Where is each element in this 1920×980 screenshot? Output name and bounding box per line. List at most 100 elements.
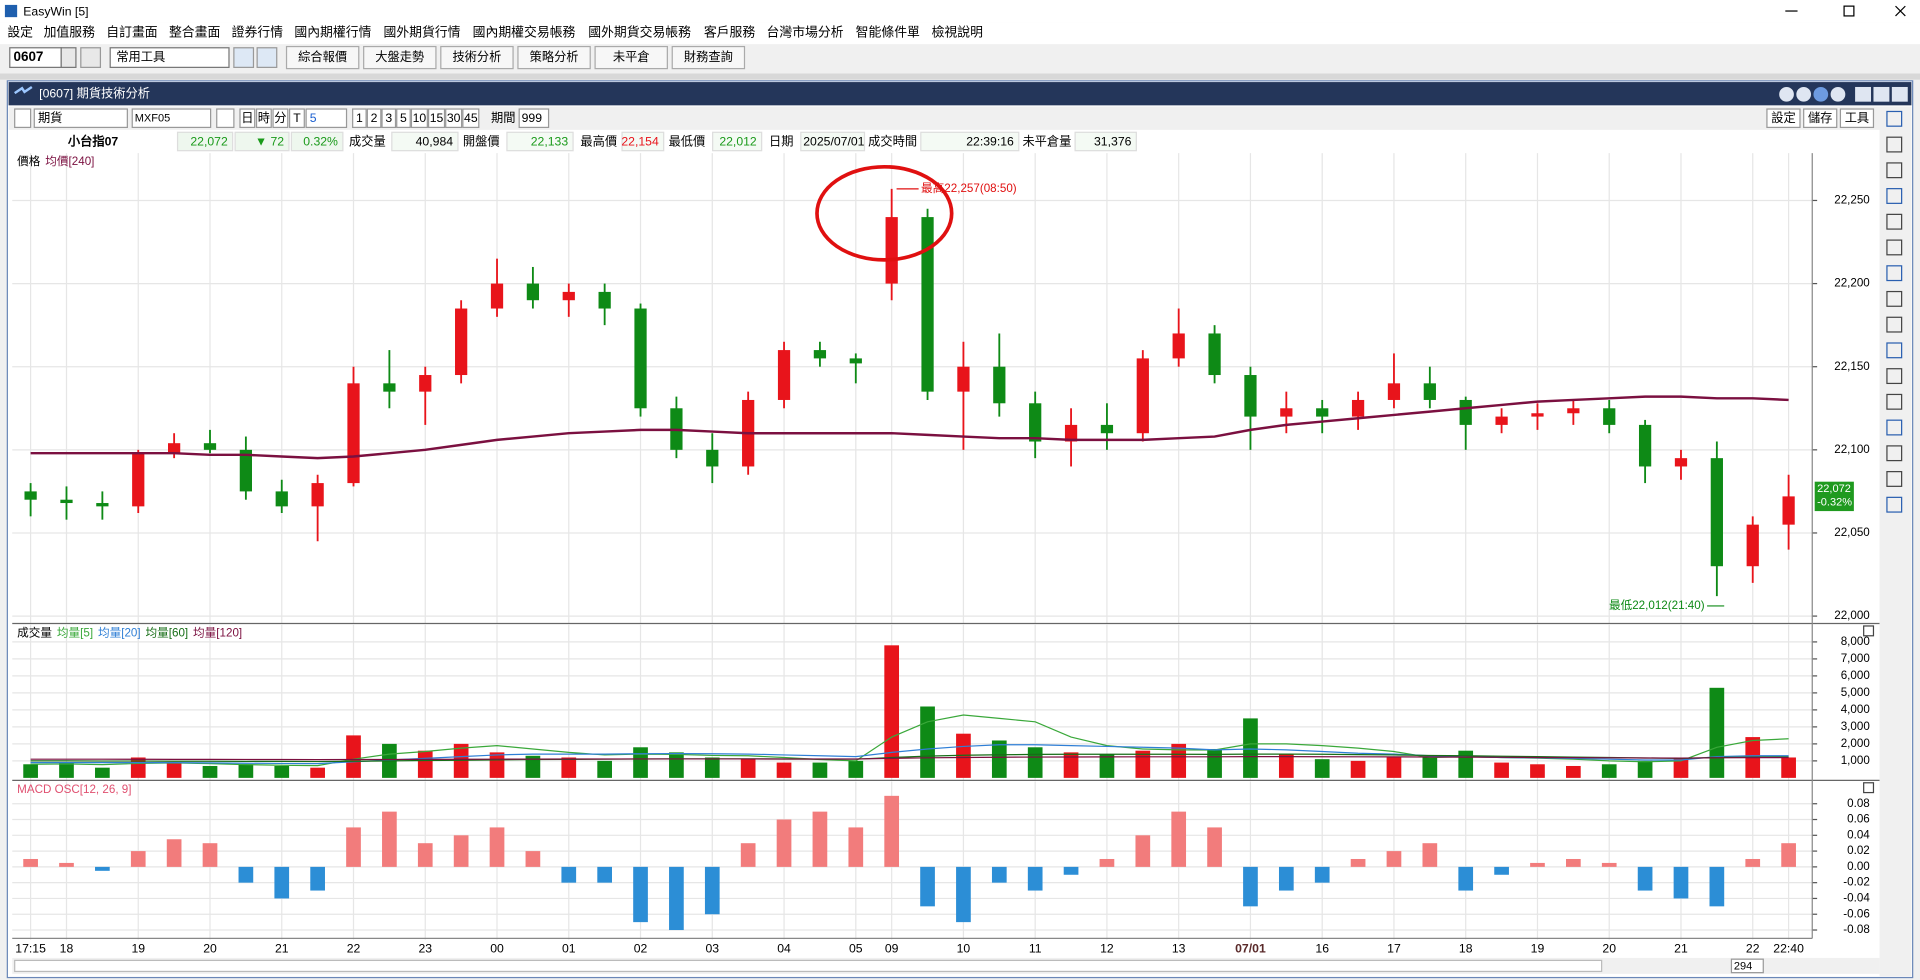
scroll-track[interactable] (14, 959, 1603, 973)
menu-item[interactable]: 台灣市場分析 (767, 24, 844, 39)
icon-button[interactable] (256, 47, 278, 68)
icon-button[interactable] (233, 47, 255, 68)
close-button[interactable] (1891, 86, 1908, 102)
restore-button[interactable] (1843, 5, 1855, 17)
menu-item[interactable]: 設定 (7, 24, 33, 39)
play-button[interactable] (14, 108, 32, 129)
bar (1099, 754, 1115, 778)
bar (1063, 752, 1079, 778)
chart-tool-button[interactable] (1766, 108, 1801, 129)
zoom-box[interactable] (1730, 958, 1764, 974)
drawing-tool[interactable] (1886, 239, 1903, 256)
panel-close[interactable] (1863, 625, 1875, 637)
drawing-tool[interactable] (1886, 471, 1903, 487)
drawing-tool[interactable] (1886, 368, 1903, 385)
range-button[interactable] (427, 108, 446, 129)
product-select[interactable] (33, 108, 128, 129)
menu-item[interactable]: 國內期權交易帳務 (473, 24, 576, 39)
chart-tool-button[interactable] (1839, 108, 1875, 129)
toolbar-button[interactable] (285, 45, 360, 70)
toolbar-button[interactable] (440, 45, 514, 70)
minimize-button[interactable] (1855, 86, 1872, 102)
toolbar-button-label: 綜合報價 (298, 49, 347, 64)
menu-item[interactable]: 國內期權行情 (294, 24, 371, 39)
drawing-tool[interactable] (1886, 496, 1903, 513)
candle-body (1316, 408, 1329, 417)
period-select[interactable] (305, 108, 348, 129)
zoom-value: 294 (1734, 960, 1752, 972)
dropdown-button[interactable] (60, 47, 77, 68)
bar (776, 819, 792, 867)
window-title: EasyWin [5] (23, 4, 88, 18)
menu-item[interactable]: 客戶服務 (704, 24, 756, 39)
menu-item[interactable]: 證券行情 (232, 24, 284, 39)
period-button[interactable] (288, 108, 305, 129)
bar (1207, 827, 1222, 867)
toolbar-button[interactable] (517, 45, 591, 70)
search-button[interactable] (216, 108, 235, 129)
drawing-tool[interactable] (1886, 445, 1903, 462)
x-tick-label: 18 (1459, 942, 1473, 956)
bar (1422, 755, 1438, 778)
bar (59, 862, 74, 867)
period-button[interactable] (272, 108, 289, 129)
bar (166, 839, 182, 867)
drawing-tool[interactable] (1886, 342, 1903, 359)
x-tick-label: 18 (60, 942, 74, 956)
panel-close[interactable] (1863, 782, 1875, 794)
drawing-tool[interactable] (1886, 188, 1903, 204)
range-button[interactable] (366, 108, 382, 129)
control-button[interactable] (1830, 86, 1846, 102)
bar (1601, 764, 1617, 778)
drawing-tool[interactable] (1886, 110, 1903, 127)
toolbar-button[interactable] (671, 45, 746, 70)
quote-field-label: 最高價 (580, 133, 617, 148)
x-tick-label: 13 (1172, 942, 1186, 956)
range-button[interactable] (381, 108, 397, 129)
symbol-select[interactable] (131, 108, 212, 129)
drawing-tool[interactable] (1886, 393, 1903, 410)
toolbar-button[interactable] (363, 45, 437, 70)
bar (1314, 759, 1330, 778)
close-button[interactable] (1895, 5, 1906, 17)
menu-item[interactable]: 國外期貨行情 (384, 24, 461, 39)
range-button[interactable] (396, 108, 411, 129)
restore-button[interactable] (1873, 86, 1890, 102)
drawing-tool[interactable] (1886, 316, 1903, 333)
chart-tool-button[interactable] (1803, 108, 1838, 129)
period-label: 期間 (491, 111, 515, 125)
menu-item[interactable]: 檢視說明 (932, 24, 983, 39)
bar (1027, 747, 1043, 778)
period-input[interactable] (518, 108, 550, 129)
control-button[interactable] (1796, 86, 1812, 102)
menu-item[interactable]: 加值服務 (44, 24, 96, 39)
title-bar (0, 0, 1920, 23)
drawing-tool[interactable] (1886, 290, 1903, 307)
period-button[interactable] (239, 108, 256, 129)
quote-cell (800, 131, 866, 152)
period-button[interactable] (255, 108, 272, 129)
menu-item[interactable]: 自訂畫面 (106, 24, 158, 39)
menu-item[interactable]: 智能條件單 (856, 24, 920, 39)
drawing-tool[interactable] (1886, 419, 1903, 436)
y-tick-label: 1,000 (1841, 754, 1871, 767)
search-button[interactable] (80, 47, 102, 68)
drawing-tool[interactable] (1886, 213, 1903, 230)
drawing-tool[interactable] (1886, 265, 1903, 282)
toolbar-button[interactable] (594, 45, 668, 70)
range-button[interactable] (352, 108, 367, 129)
candle-body (1423, 383, 1436, 400)
range-button[interactable] (462, 108, 480, 129)
drawing-tool[interactable] (1886, 136, 1903, 153)
range-button[interactable] (445, 108, 463, 129)
control-button[interactable] (1813, 86, 1829, 102)
x-tick-label: 23 (418, 942, 432, 956)
range-button[interactable] (410, 108, 428, 129)
candle-body (1208, 333, 1221, 376)
tool-select[interactable] (109, 47, 230, 68)
toolbar-button-label: 未平倉 (613, 49, 650, 64)
control-button[interactable] (1779, 86, 1794, 102)
menu-item[interactable]: 整合畫面 (169, 24, 221, 39)
drawing-tool[interactable] (1886, 162, 1903, 179)
menu-item[interactable]: 國外期貨交易帳務 (588, 24, 691, 39)
